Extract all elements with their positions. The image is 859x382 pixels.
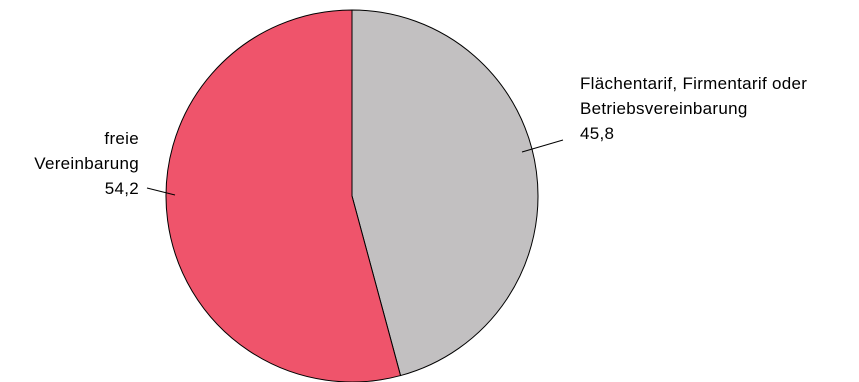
leader-line-tarif xyxy=(521,139,564,153)
leader-line-frei xyxy=(146,187,176,196)
slice-value-tarif: 45,8 xyxy=(580,124,614,143)
slice-value-frei: 54,2 xyxy=(105,179,139,198)
pie-slices xyxy=(165,9,539,382)
pie-slice-frei xyxy=(165,9,402,382)
leader-lines xyxy=(146,139,564,196)
slice-label-frei-line-1: freie xyxy=(104,129,139,148)
slice-label-frei-line-2: Vereinbarung xyxy=(34,154,139,173)
label-group-tarif: Flächentarif, Firmentarif oder Betriebsv… xyxy=(580,74,807,143)
pie-slice-tarif xyxy=(351,9,539,377)
slice-label-tarif-line-2: Betriebsvereinbarung xyxy=(580,99,748,118)
label-group-frei: freie Vereinbarung 54,2 xyxy=(34,129,139,198)
slice-label-tarif-line-1: Flächentarif, Firmentarif oder xyxy=(580,74,807,93)
